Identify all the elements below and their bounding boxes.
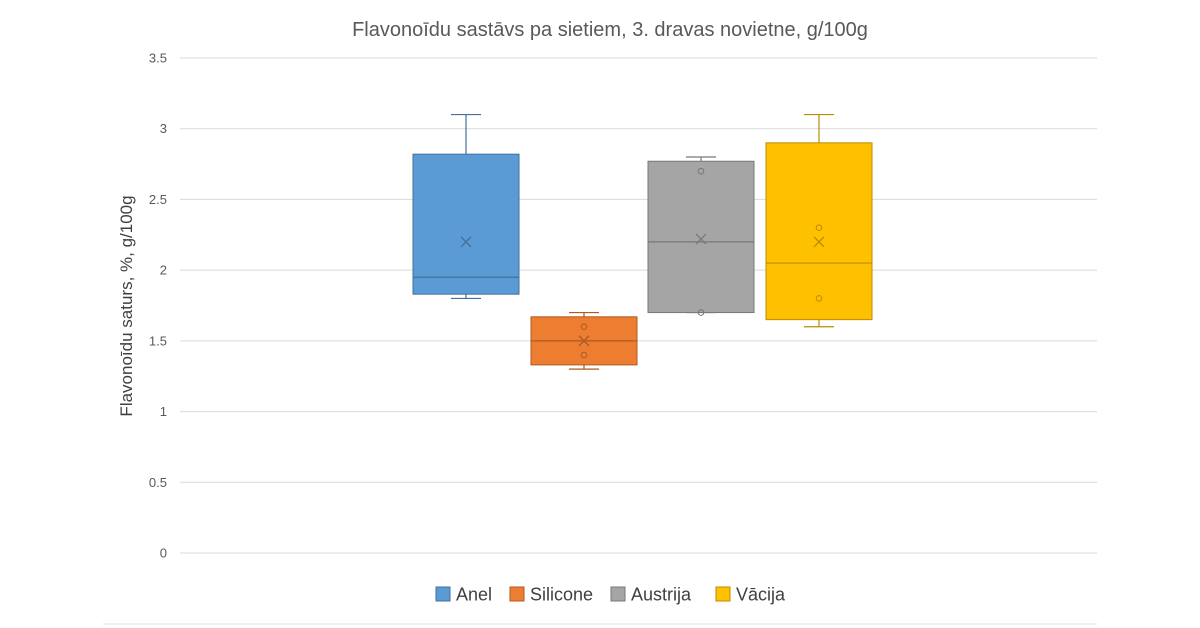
y-tick-label: 2.5 xyxy=(149,192,167,207)
y-tick-label: 1.5 xyxy=(149,333,167,348)
legend-item-vācija: Vācija xyxy=(715,585,786,605)
legend: Anel Silicone Austrija Vācija xyxy=(435,585,786,605)
box-anel xyxy=(412,113,520,300)
chart-title: Flavonoīdu sastāvs pa sietiem, 3. dravas… xyxy=(352,19,868,41)
legend-swatch xyxy=(715,586,731,602)
legend-item-silicone: Silicone xyxy=(509,585,593,605)
box-vācija xyxy=(765,113,873,328)
legend-label: Vācija xyxy=(736,585,786,605)
data-point xyxy=(697,167,705,175)
data-point xyxy=(697,309,705,316)
mean-marker xyxy=(578,335,590,347)
iqr-box xyxy=(647,160,755,314)
y-axis-label: Flavonoīdu saturs, %, g/100g xyxy=(117,195,136,416)
mean-marker xyxy=(695,233,707,245)
gridlines xyxy=(180,57,1097,483)
data-point xyxy=(815,224,823,232)
box-austrija xyxy=(647,156,755,316)
y-tick-label: 3 xyxy=(160,121,167,136)
y-tick-label: 0.5 xyxy=(149,475,167,490)
legend-swatch xyxy=(610,586,626,602)
y-tick-label: 2 xyxy=(160,263,167,278)
data-point xyxy=(580,323,588,331)
legend-label: Silicone xyxy=(530,585,593,605)
legend-item-anel: Anel xyxy=(435,585,492,605)
mean-marker xyxy=(813,236,825,248)
box-series xyxy=(412,113,873,370)
y-tick-label: 1 xyxy=(160,404,167,419)
y-tick-label: 0 xyxy=(160,546,167,561)
iqr-box xyxy=(412,153,520,295)
legend-label: Anel xyxy=(456,585,492,605)
legend-item-austrija: Austrija xyxy=(610,585,692,605)
data-point xyxy=(815,295,823,302)
y-axis-ticks: 0 0.5 1 1.5 2 2.5 3 3.5 xyxy=(149,51,167,561)
mean-marker xyxy=(460,236,472,248)
data-point xyxy=(580,351,588,359)
y-tick-label: 3.5 xyxy=(149,51,167,66)
legend-swatch xyxy=(435,586,451,602)
iqr-box xyxy=(765,142,873,321)
legend-label: Austrija xyxy=(631,585,692,605)
box-silicone xyxy=(530,311,638,370)
legend-swatch xyxy=(509,586,525,602)
